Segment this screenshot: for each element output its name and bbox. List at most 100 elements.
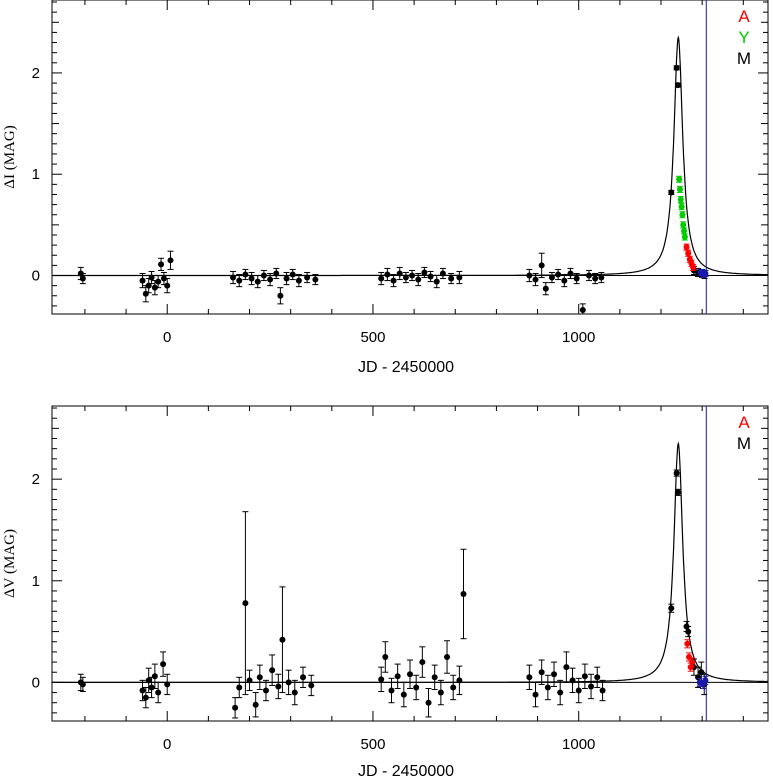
data-point — [427, 273, 434, 280]
data-point — [555, 271, 562, 278]
data-point — [681, 234, 688, 241]
series-extra — [697, 268, 709, 279]
x-tick-label: 1000 — [562, 736, 595, 753]
data-point — [283, 275, 290, 282]
data-point — [433, 278, 440, 285]
data-point — [673, 64, 680, 71]
data-point — [683, 244, 690, 251]
data-point — [685, 653, 692, 660]
data-point — [698, 669, 705, 676]
data-point — [685, 250, 692, 257]
data-point — [260, 272, 267, 279]
y-tick-label: 2 — [32, 65, 40, 82]
series-A — [684, 639, 696, 672]
data-point — [382, 653, 389, 660]
chart-panel-2: 0 500 1000 0 1 2 JD - 2450000 ΔV (MAG) AM — [2, 405, 769, 780]
data-point — [304, 274, 311, 281]
data-point — [548, 274, 555, 281]
data-point — [581, 673, 588, 680]
data-point — [400, 691, 407, 698]
data-point — [575, 687, 582, 694]
data-point — [394, 673, 401, 680]
data-point — [448, 275, 455, 282]
data-point — [279, 636, 286, 643]
data-point — [148, 274, 155, 281]
data-point — [291, 689, 298, 696]
data-point — [396, 270, 403, 277]
data-point — [151, 673, 158, 680]
x-tick-label: 500 — [360, 736, 385, 753]
series-Y — [676, 175, 688, 241]
data-point — [248, 275, 255, 282]
data-point — [256, 674, 263, 681]
x-tick-label: 0 — [163, 329, 171, 346]
data-point — [526, 674, 533, 681]
data-point — [145, 282, 152, 289]
data-point — [242, 600, 249, 607]
x-tick-label: 1000 — [562, 329, 595, 346]
data-point — [569, 677, 576, 684]
plot-frame — [51, 405, 769, 722]
data-point — [275, 683, 282, 690]
data-point — [676, 186, 683, 193]
data-point — [439, 270, 446, 277]
data-point — [390, 277, 397, 284]
data-point — [246, 677, 253, 684]
data-point — [425, 699, 432, 706]
data-point — [542, 285, 549, 292]
data-point — [586, 272, 592, 279]
series-extra — [696, 675, 709, 689]
data-point — [252, 701, 259, 708]
data-point — [409, 272, 416, 279]
series-M — [77, 469, 708, 719]
data-point — [561, 277, 568, 284]
data-point — [155, 278, 162, 285]
data-point — [573, 275, 580, 282]
data-point — [679, 211, 686, 218]
legend-entry-A: A — [738, 7, 750, 26]
data-point — [456, 274, 463, 281]
data-point — [378, 275, 385, 282]
data-point — [145, 677, 152, 684]
data-point — [155, 689, 162, 696]
data-point — [532, 276, 539, 283]
data-point — [460, 590, 467, 597]
data-point — [579, 306, 586, 313]
plot-frame — [51, 0, 769, 315]
x-tick-label: 0 — [163, 736, 171, 753]
data-point — [678, 203, 685, 210]
chart-panel-1: 0 500 1000 0 1 2 JD - 2450000 ΔI (MAG) AYM — [2, 0, 769, 376]
data-point — [151, 284, 158, 291]
legend-entry-M: M — [737, 434, 751, 453]
plot-area — [52, 0, 768, 314]
data-point — [277, 292, 284, 299]
data-point — [532, 691, 539, 698]
x-axis-label: JD - 2450000 — [358, 359, 454, 376]
data-point — [677, 196, 684, 203]
data-point — [139, 687, 146, 694]
y-tick-label: 1 — [32, 166, 40, 183]
data-point — [232, 704, 239, 711]
data-point — [444, 653, 451, 660]
data-point — [413, 684, 420, 691]
data-point — [684, 640, 691, 647]
data-point — [551, 671, 558, 678]
legend-entry-Y: Y — [738, 28, 749, 47]
data-point — [254, 278, 261, 285]
data-point — [431, 674, 438, 681]
data-point — [690, 264, 697, 271]
data-point — [142, 290, 149, 297]
y-axis-label: ΔI (MAG) — [2, 125, 18, 188]
data-point — [588, 683, 595, 690]
data-point — [685, 628, 692, 635]
data-point — [407, 671, 413, 678]
legend-entry-A: A — [738, 413, 750, 432]
data-point — [79, 275, 86, 282]
model-lightcurve — [52, 35, 768, 277]
data-point — [689, 659, 696, 666]
data-point — [419, 659, 426, 666]
data-point — [148, 684, 155, 691]
data-point — [269, 667, 276, 674]
data-point — [681, 227, 688, 234]
